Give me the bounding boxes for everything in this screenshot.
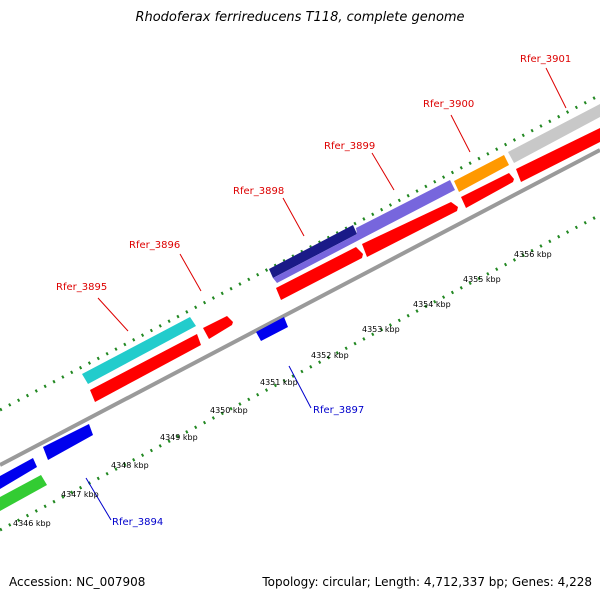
- gene-label-rfer-3900[interactable]: Rfer_3900: [423, 99, 474, 110]
- cds-arrow-4[interactable]: [362, 202, 458, 257]
- cds-arrow-3[interactable]: [276, 247, 363, 300]
- topology-text: Topology: circular; Length: 4,712,337 bp…: [262, 575, 592, 589]
- gene-rfer-3897[interactable]: [256, 317, 288, 341]
- reverse-gene-left[interactable]: [0, 458, 37, 489]
- accession-text: Accession: NC_007908: [9, 575, 146, 589]
- kbp-label: 4346 kbp: [13, 519, 51, 528]
- connector-rfer-3896: [179, 253, 202, 292]
- cds-arrow-2[interactable]: [203, 316, 233, 339]
- kbp-label: 4347 kbp: [61, 490, 99, 499]
- connector-rfer-3901: [545, 67, 567, 109]
- kbp-label: 4352 kbp: [311, 351, 349, 360]
- gene-rfer-3895[interactable]: [82, 317, 196, 384]
- gene-label-rfer-3898[interactable]: Rfer_3898: [233, 186, 284, 197]
- gene-rfer-3899[interactable]: [273, 180, 455, 283]
- connector-rfer-3894: [85, 477, 112, 521]
- connector-rfer-3899: [371, 152, 395, 191]
- gene-label-rfer-3894[interactable]: Rfer_3894: [112, 517, 163, 528]
- gene-label-rfer-3895[interactable]: Rfer_3895: [56, 282, 107, 293]
- kbp-label: 4353 kbp: [362, 325, 400, 334]
- page-title: Rhodoferax ferrireducens T118, complete …: [135, 10, 465, 25]
- gene-label-rfer-3899[interactable]: Rfer_3899: [324, 141, 375, 152]
- gene-label-rfer-3896[interactable]: Rfer_3896: [129, 240, 180, 251]
- upper-tick-row: [0, 93, 600, 412]
- green-gene[interactable]: [0, 475, 47, 511]
- cds-arrow-6[interactable]: [516, 128, 600, 182]
- kbp-label: 4351 kbp: [260, 378, 298, 387]
- gene-rfer-3900[interactable]: [454, 155, 509, 192]
- gene-label-rfer-3897[interactable]: Rfer_3897: [313, 405, 364, 416]
- kbp-label: 4350 kbp: [210, 406, 248, 415]
- gene-rfer-3901[interactable]: [508, 104, 600, 163]
- kbp-label: 4349 kbp: [160, 433, 198, 442]
- kbp-label: 4348 kbp: [111, 461, 149, 470]
- connector-rfer-3900: [450, 114, 471, 153]
- connector-rfer-3895: [97, 297, 129, 332]
- cds-arrow-1[interactable]: [90, 334, 201, 402]
- connector-rfer-3898: [282, 197, 305, 237]
- kbp-label: 4356 kbp: [514, 250, 552, 259]
- connector-rfer-3897: [288, 365, 312, 409]
- kbp-label: 4355 kbp: [463, 275, 501, 284]
- genome-backbone: [0, 148, 600, 467]
- kbp-label: 4354 kbp: [413, 300, 451, 309]
- gene-label-rfer-3901[interactable]: Rfer_3901: [520, 54, 571, 65]
- gene-rfer-3894[interactable]: [43, 424, 93, 460]
- gene-rfer-3898[interactable]: [269, 225, 357, 278]
- cds-arrow-5[interactable]: [461, 173, 514, 208]
